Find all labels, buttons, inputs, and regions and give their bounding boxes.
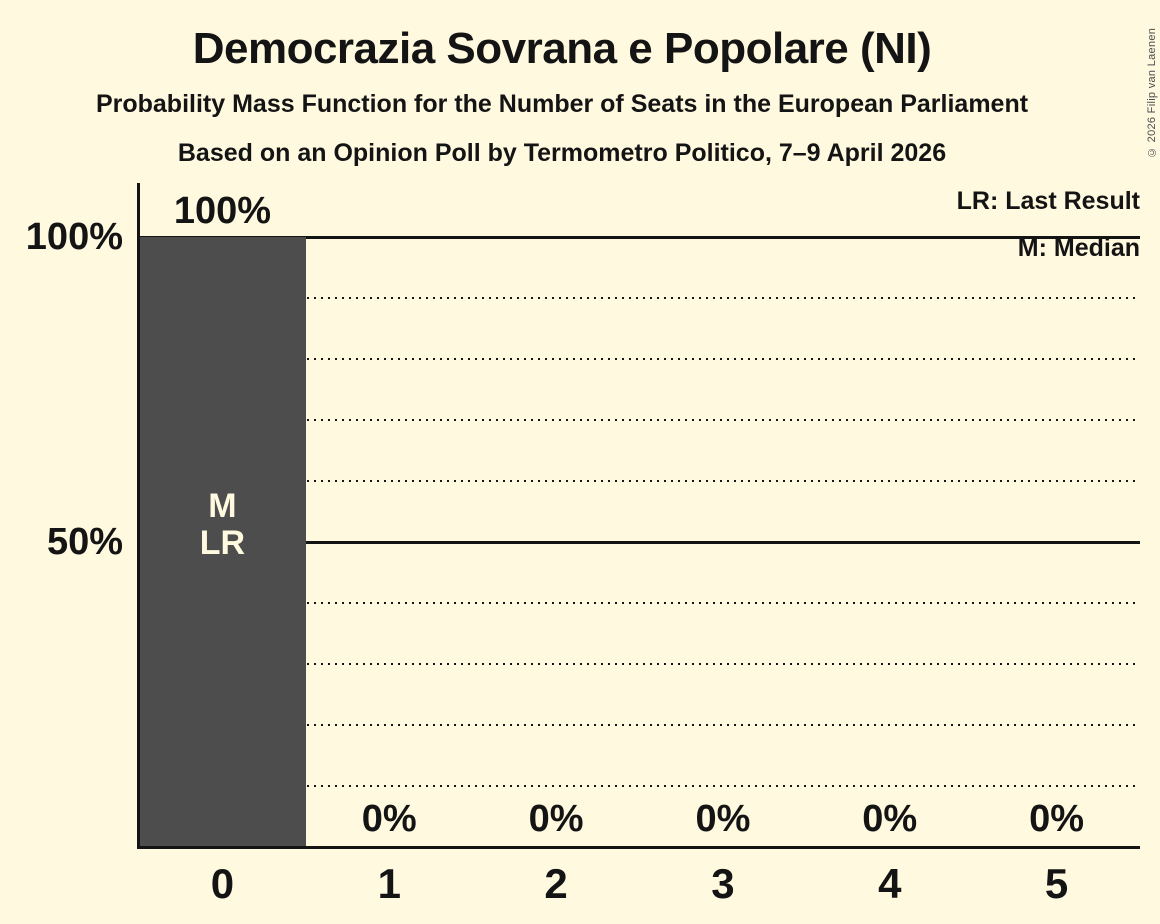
chart-subtitle: Probability Mass Function for the Number… [95, 90, 1029, 118]
gridline-50pct [139, 540, 1140, 544]
bar-annotation-line-m: M [208, 487, 237, 525]
gridline-10pct [139, 785, 1140, 787]
bar-annotation-seats-0: M LR [139, 220, 306, 830]
value-label-seats-4: 0% [862, 798, 918, 840]
value-label-seats-0: 100% [173, 190, 272, 232]
y-tick-label-100: 100% [25, 216, 123, 258]
gridline-30pct [139, 663, 1140, 665]
x-tick-label-2: 2 [544, 860, 568, 907]
value-label-seats-3: 0% [695, 798, 751, 840]
y-tick-label-50: 50% [46, 521, 123, 563]
gridline-100pct [139, 235, 1140, 239]
gridline-80pct [139, 358, 1140, 360]
value-label-seats-1: 0% [361, 798, 417, 840]
chart-title: Democrazia Sovrana e Popolare (NI) [192, 24, 932, 73]
gridline-60pct [139, 480, 1140, 482]
y-axis-line [137, 183, 140, 849]
chart-poll-source: Based on an Opinion Poll by Termometro P… [177, 139, 947, 167]
value-label-seats-2: 0% [528, 798, 584, 840]
gridline-40pct [139, 602, 1140, 604]
x-tick-label-0: 0 [210, 860, 235, 907]
legend-last-result: LR: Last Result [956, 187, 1140, 215]
x-tick-label-5: 5 [1044, 860, 1069, 907]
gridline-90pct [139, 297, 1140, 299]
x-axis-line [137, 846, 1140, 849]
x-tick-label-1: 1 [377, 860, 401, 907]
copyright-notice: © 2026 Filip van Laenen [1146, 27, 1158, 158]
gridline-20pct [139, 724, 1140, 726]
legend-median: M: Median [1017, 234, 1140, 262]
x-tick-label-3: 3 [711, 860, 735, 907]
value-label-seats-5: 0% [1029, 798, 1085, 840]
x-tick-label-4: 4 [878, 860, 902, 907]
bar-annotation-line-lr: LR [199, 524, 246, 562]
gridline-70pct [139, 419, 1140, 421]
bar-seats-0 [139, 237, 307, 848]
